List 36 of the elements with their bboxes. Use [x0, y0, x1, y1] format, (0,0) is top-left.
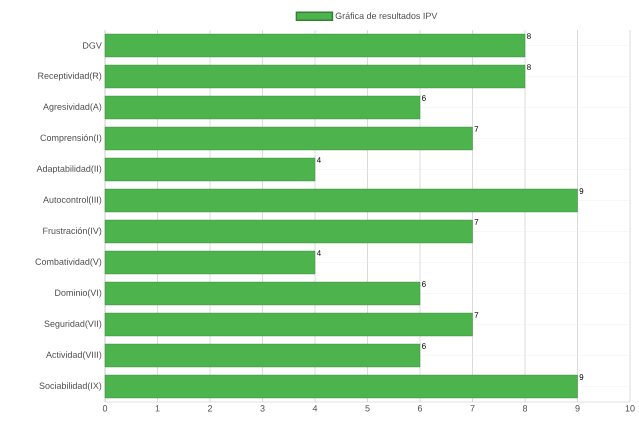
y-tick-label: DGV — [83, 42, 102, 49]
y-tick-label: Adaptabilidad(II) — [36, 165, 102, 174]
bar — [104, 158, 316, 182]
y-tick-label: Receptividad(R) — [38, 72, 102, 81]
x-tick-label: 8 — [522, 405, 528, 412]
bar — [104, 282, 420, 306]
x-tick-label: 3 — [260, 405, 265, 412]
x-tick-label: 5 — [365, 405, 370, 412]
x-tick-label: 4 — [312, 405, 318, 412]
y-tick-label: Frustración(IV) — [43, 227, 102, 236]
x-tick-label: 1 — [156, 405, 160, 412]
y-tick-label: Actividad(VIII) — [46, 351, 102, 360]
x-tick-label: 6 — [418, 405, 422, 412]
y-tick-label: Sociabilidad(IX) — [39, 382, 102, 391]
y-tick-label: Dominio(VI) — [55, 289, 102, 298]
y-tick-label: Combatividad(V) — [35, 258, 102, 267]
x-tick-label: 2 — [208, 405, 212, 412]
x-tick-label: 7 — [470, 405, 475, 412]
y-tick-label: Comprensión(I) — [40, 134, 102, 143]
x-tick-label: 0 — [102, 405, 108, 412]
bar — [104, 34, 526, 58]
bar — [104, 220, 473, 244]
bar — [104, 312, 473, 336]
bar — [104, 344, 420, 368]
legend-label: Gráfica de resultados IPV — [336, 12, 438, 19]
y-tick-label: Autocontrol(III) — [43, 196, 102, 205]
bar — [104, 250, 316, 274]
x-tick-label: 10 — [626, 405, 635, 412]
y-tick-label: Agresividad(A) — [43, 103, 102, 112]
bar — [104, 188, 578, 212]
bar — [104, 374, 578, 398]
x-tick-label: 9 — [575, 405, 580, 412]
bar — [104, 64, 526, 88]
y-tick-label: Seguridad(VII) — [44, 320, 102, 329]
bar — [104, 96, 420, 120]
bar — [104, 126, 473, 150]
